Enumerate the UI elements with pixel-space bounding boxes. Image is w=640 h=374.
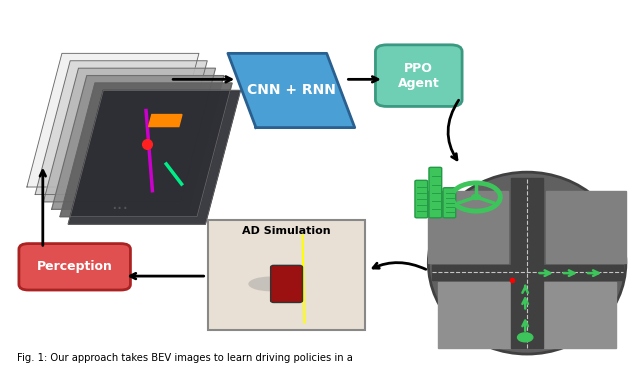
FancyBboxPatch shape — [271, 266, 303, 303]
Text: Perception: Perception — [36, 260, 113, 273]
Circle shape — [472, 194, 481, 200]
Text: ...: ... — [111, 195, 128, 213]
Polygon shape — [438, 282, 616, 349]
FancyBboxPatch shape — [429, 167, 442, 218]
Text: CNN + RNN: CNN + RNN — [247, 83, 336, 98]
Polygon shape — [511, 178, 543, 349]
Ellipse shape — [428, 172, 626, 354]
Polygon shape — [44, 68, 216, 202]
FancyBboxPatch shape — [209, 220, 365, 330]
Ellipse shape — [248, 276, 293, 291]
Polygon shape — [428, 191, 508, 263]
Circle shape — [518, 333, 533, 342]
FancyBboxPatch shape — [19, 243, 131, 290]
Text: Fig. 1: Our approach takes BEV images to learn driving policies in a: Fig. 1: Our approach takes BEV images to… — [17, 353, 353, 363]
Polygon shape — [27, 53, 199, 187]
Polygon shape — [546, 191, 626, 263]
Polygon shape — [60, 83, 232, 217]
FancyBboxPatch shape — [443, 188, 456, 218]
Text: PPO
Agent: PPO Agent — [398, 62, 440, 90]
FancyBboxPatch shape — [415, 180, 428, 218]
Polygon shape — [52, 76, 224, 209]
Polygon shape — [148, 114, 182, 126]
Text: AD Simulation: AD Simulation — [242, 226, 331, 236]
Polygon shape — [68, 91, 241, 224]
FancyBboxPatch shape — [376, 45, 462, 107]
Polygon shape — [431, 265, 623, 280]
Polygon shape — [35, 61, 207, 194]
Polygon shape — [228, 53, 355, 128]
